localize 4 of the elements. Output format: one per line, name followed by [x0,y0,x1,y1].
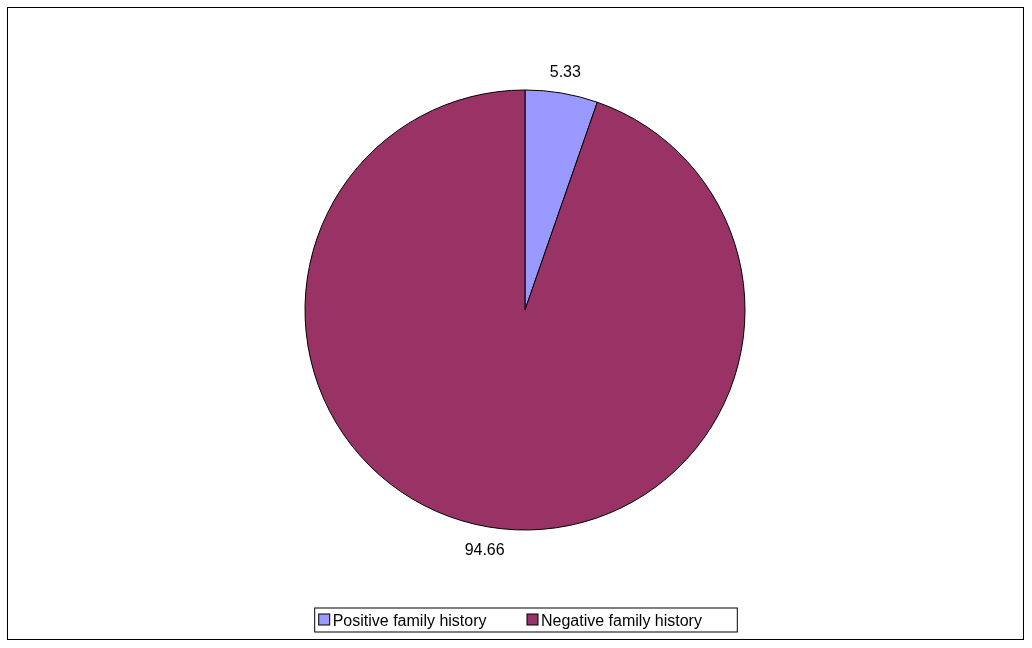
legend-label: Negative family history [541,612,702,629]
data-label: 5.33 [549,63,582,81]
legend-label: Positive family history [332,612,487,629]
data-label: 94.66 [464,540,505,558]
